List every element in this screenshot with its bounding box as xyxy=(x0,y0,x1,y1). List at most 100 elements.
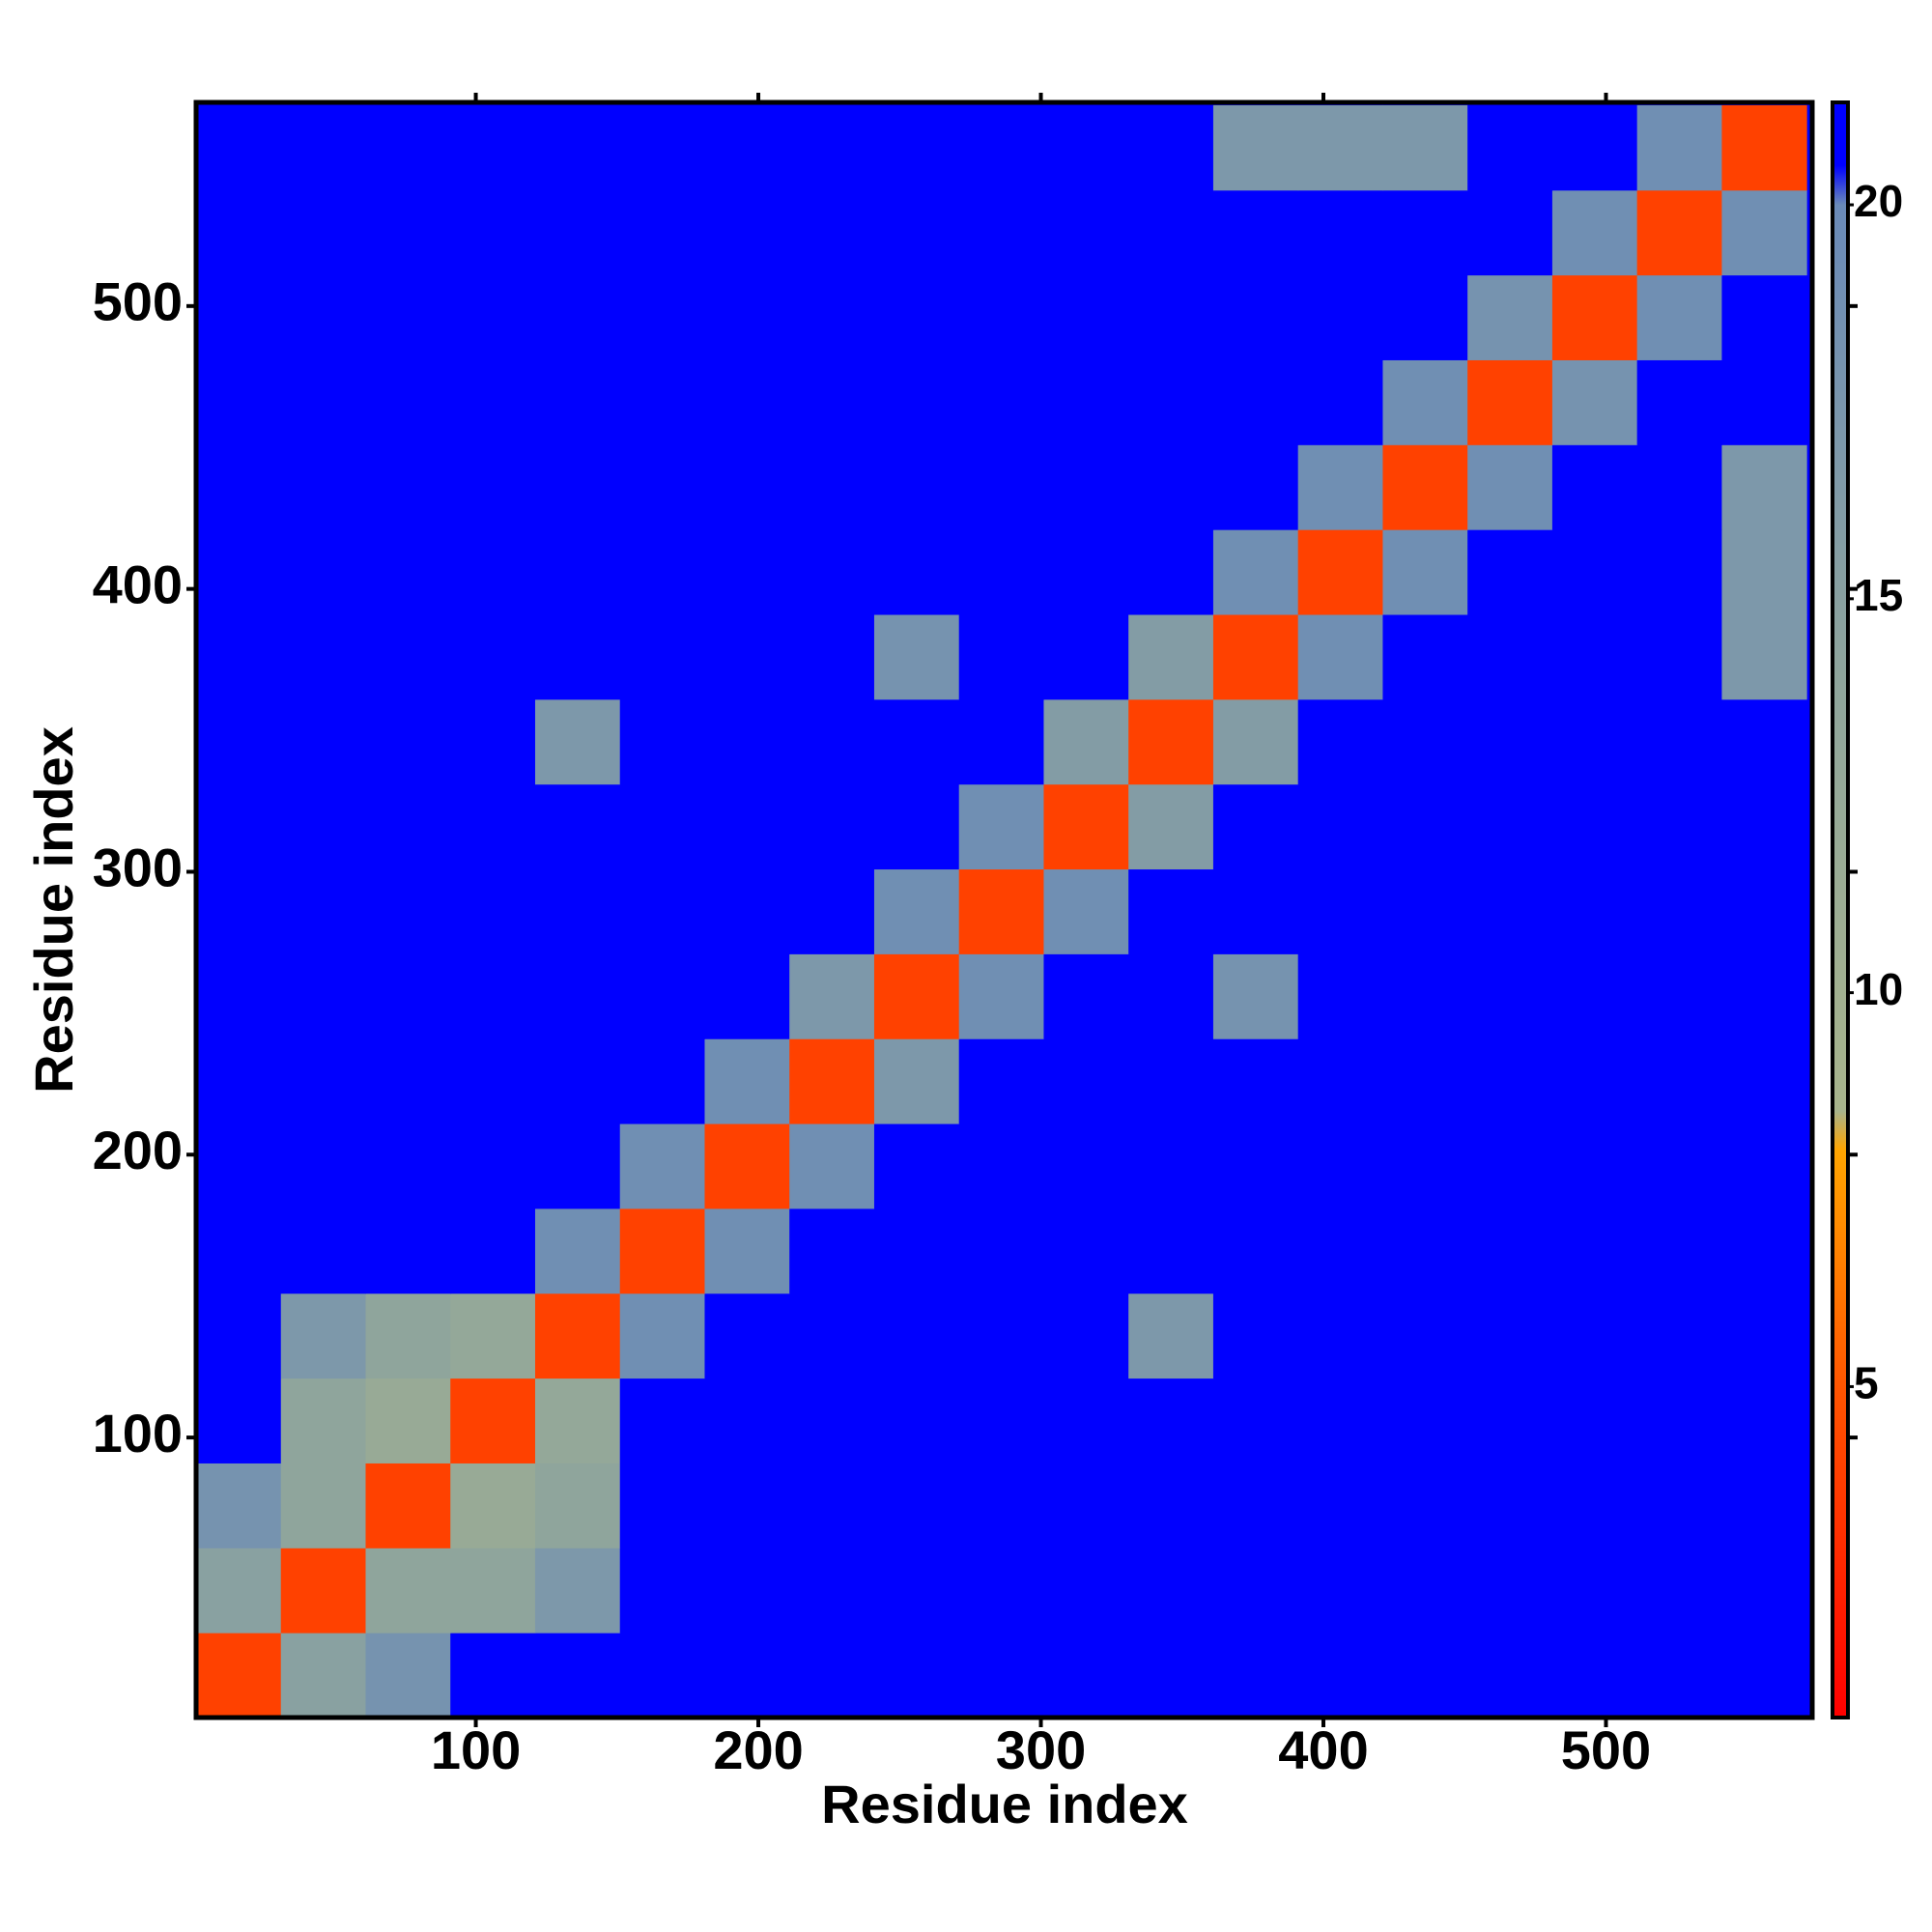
heatmap-cell xyxy=(1043,1293,1129,1379)
heatmap-cell xyxy=(1467,1123,1553,1209)
heatmap-cell xyxy=(1043,953,1129,1039)
heatmap-cell xyxy=(1212,1633,1299,1719)
heatmap-cell xyxy=(704,189,790,276)
heatmap-cell xyxy=(1551,698,1638,785)
heatmap-cell xyxy=(1043,868,1129,954)
heatmap-cell xyxy=(1043,1548,1129,1634)
heatmap-cell xyxy=(365,444,451,530)
heatmap-cell xyxy=(1212,1123,1299,1209)
heatmap-cell xyxy=(1467,614,1553,700)
heatmap-cell xyxy=(1212,359,1299,445)
heatmap-cell xyxy=(534,359,621,445)
heatmap-cell xyxy=(534,953,621,1039)
heatmap-cell xyxy=(450,783,536,870)
heatmap-cell xyxy=(958,1378,1044,1463)
heatmap-cell xyxy=(280,1038,366,1124)
heatmap-cell xyxy=(1636,104,1722,191)
heatmap-cell xyxy=(704,1123,790,1209)
heatmap-cell xyxy=(1636,868,1722,954)
heatmap-cell xyxy=(365,1633,451,1719)
heatmap-cell xyxy=(1467,1463,1553,1548)
heatmap-cell xyxy=(1128,1038,1214,1124)
heatmap-cell xyxy=(196,1633,282,1719)
heatmap-cell xyxy=(1467,1378,1553,1463)
heatmap-cell xyxy=(619,529,705,615)
heatmap-cell xyxy=(873,614,960,700)
plot-frame xyxy=(193,99,1815,1720)
heatmap-cell xyxy=(196,189,282,276)
x-axis-title: Residue index xyxy=(821,1774,1188,1834)
heatmap-cell xyxy=(619,1123,705,1209)
heatmap-cell xyxy=(365,1463,451,1548)
heatmap-cell xyxy=(1043,359,1129,445)
heatmap-cell xyxy=(873,1208,960,1294)
heatmap-cell xyxy=(1636,1548,1722,1634)
heatmap-cell xyxy=(1297,104,1383,191)
heatmap-cell xyxy=(1297,953,1383,1039)
heatmap-cell xyxy=(789,104,875,191)
heatmap-cell xyxy=(1551,783,1638,870)
heatmap-cell xyxy=(280,1378,366,1463)
heatmap-cell xyxy=(365,529,451,615)
y-axis-title: Residue index xyxy=(23,726,84,1094)
heatmap-cell xyxy=(1721,698,1807,785)
heatmap-cell xyxy=(280,529,366,615)
heatmap-cell xyxy=(1212,104,1299,191)
heatmap-cell xyxy=(1297,529,1383,615)
heatmap-cell xyxy=(1297,1378,1383,1463)
heatmap-cell xyxy=(789,1378,875,1463)
heatmap-cell xyxy=(789,529,875,615)
heatmap-cell xyxy=(873,104,960,191)
heatmap-cell xyxy=(1382,274,1468,360)
heatmap-cell xyxy=(1128,1633,1214,1719)
heatmap-cell xyxy=(1212,953,1299,1039)
heatmap-cell xyxy=(873,1123,960,1209)
heatmap-cell xyxy=(1128,783,1214,870)
heatmap-cell xyxy=(365,783,451,870)
heatmap-cell xyxy=(1382,1293,1468,1379)
heatmap-cell xyxy=(196,1548,282,1634)
heatmap-cell xyxy=(534,698,621,785)
x-tick-label: 300 xyxy=(996,1719,1086,1780)
heatmap-cell xyxy=(1297,1633,1383,1719)
heatmap-cell xyxy=(1382,189,1468,276)
heatmap-cell xyxy=(1043,1208,1129,1294)
heatmap-cell xyxy=(704,1548,790,1634)
heatmap-cell xyxy=(365,359,451,445)
heatmap-cell xyxy=(873,529,960,615)
heatmap-cell xyxy=(1297,274,1383,360)
heatmap-cell xyxy=(1128,1548,1214,1634)
heatmap-cell xyxy=(196,1038,282,1124)
heatmap-cell xyxy=(1551,274,1638,360)
heatmap-cell xyxy=(1721,1293,1807,1379)
heatmap-cell xyxy=(1382,698,1468,785)
heatmap-cell xyxy=(1467,444,1553,530)
heatmap-cell xyxy=(1721,1378,1807,1463)
heatmap-cell xyxy=(873,359,960,445)
heatmap-cell xyxy=(1382,359,1468,445)
heatmap-cell xyxy=(1212,614,1299,700)
heatmap-cell xyxy=(1212,189,1299,276)
heatmap-cell xyxy=(450,1548,536,1634)
heatmap-cell xyxy=(958,104,1044,191)
heatmap-cell xyxy=(450,1293,536,1379)
heatmap-cell xyxy=(196,529,282,615)
heatmap-cell xyxy=(450,1038,536,1124)
heatmap-cell xyxy=(1382,529,1468,615)
heatmap-cell xyxy=(1382,104,1468,191)
heatmap-cell xyxy=(534,1378,621,1463)
heatmap-cell xyxy=(958,1548,1044,1634)
heatmap-cell xyxy=(1043,614,1129,700)
heatmap-cell xyxy=(1467,868,1553,954)
x-tick-label: 400 xyxy=(1278,1719,1368,1780)
heatmap-cell xyxy=(1212,1293,1299,1379)
heatmap-cell xyxy=(1721,953,1807,1039)
heatmap-cell xyxy=(1128,444,1214,530)
heatmap-cell xyxy=(450,698,536,785)
heatmap-cell xyxy=(280,698,366,785)
heatmap-cell xyxy=(1043,1123,1129,1209)
heatmap-cell xyxy=(534,104,621,191)
heatmap-cell xyxy=(619,783,705,870)
heatmap-cell xyxy=(789,1123,875,1209)
heatmap-cell xyxy=(958,698,1044,785)
